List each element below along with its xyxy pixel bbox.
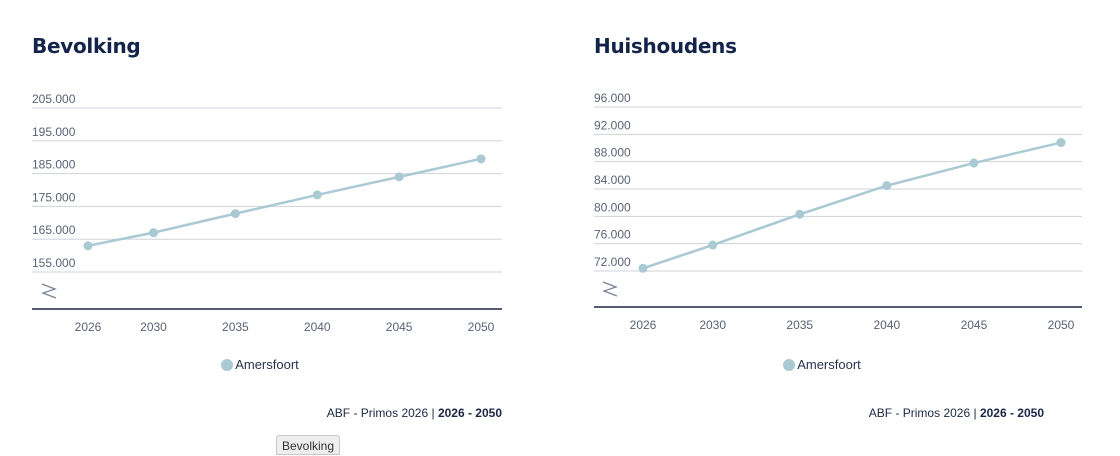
data-point xyxy=(230,209,240,219)
chart-bevolking: 155.000 165.000 175.000 185.000 195.000 205.0… xyxy=(32,92,502,334)
y-tick-label: 72.000 xyxy=(594,255,631,269)
data-point xyxy=(1056,138,1066,148)
data-point xyxy=(708,240,718,250)
data-point xyxy=(149,228,158,238)
x-tick-label: 2030 xyxy=(699,318,726,332)
chart-panel-bevolking: Bevolking 155.000 165.000 175.000 185.000 19… xyxy=(0,0,520,448)
legend-label: Amersfoort xyxy=(235,357,299,372)
source-range: 2026 - 2050 xyxy=(437,406,502,420)
data-point xyxy=(795,209,805,219)
series-line xyxy=(87,157,482,247)
source-note: ABF - Primos 2026 | 2026 - 2050 xyxy=(326,406,502,420)
y-tick-label: 185.000 xyxy=(32,158,76,172)
y-tick-label: 80.000 xyxy=(594,200,631,214)
y-tick-label: 88.000 xyxy=(594,146,631,160)
y-tick-label: 92.000 xyxy=(594,118,631,132)
axis-break-icon xyxy=(602,281,618,297)
x-tick-label: 2035 xyxy=(786,318,813,332)
x-tick-label: 2040 xyxy=(304,320,331,334)
legend-marker xyxy=(783,358,796,371)
y-tick-label: 175.000 xyxy=(32,190,76,204)
source-range: 2026 - 2050 xyxy=(979,406,1044,420)
data-point xyxy=(476,154,486,164)
series-line xyxy=(642,141,1062,270)
y-tick-label: 76.000 xyxy=(594,228,631,242)
y-tick-label: 96.000 xyxy=(594,91,631,105)
chart-huishoudens: 72.000 76.000 80.000 84.000 88.000 92.000 96.0… xyxy=(594,91,1082,332)
legend[interactable]: Amersfoort xyxy=(0,357,520,372)
x-tick-label: 2035 xyxy=(222,320,249,334)
y-tick-label: 155.000 xyxy=(32,256,76,270)
data-point xyxy=(638,263,648,273)
chart-title: Bevolking xyxy=(32,34,141,58)
y-tick-label: 205.000 xyxy=(32,92,76,106)
y-tick-label: 165.000 xyxy=(32,223,76,237)
source-label: ABF - Primos 2026 xyxy=(868,406,971,420)
data-point xyxy=(969,158,979,168)
legend[interactable]: Amersfoort xyxy=(562,357,1082,372)
x-tick-label: 2045 xyxy=(961,318,988,332)
axis-break-icon xyxy=(41,283,57,299)
x-tick-label: 2045 xyxy=(386,320,413,334)
data-point xyxy=(83,241,93,251)
x-tick-label: 2030 xyxy=(140,320,167,334)
chart-title: Huishoudens xyxy=(594,34,737,58)
y-tick-label: 195.000 xyxy=(32,125,76,139)
data-point xyxy=(394,172,404,182)
data-point xyxy=(312,190,322,200)
tooltip-tab: Bevolking xyxy=(276,435,340,455)
legend-marker xyxy=(221,358,234,371)
x-tick-label: 2026 xyxy=(630,318,657,332)
source-label: ABF - Primos 2026 xyxy=(326,406,429,420)
x-tick-label: 2050 xyxy=(1048,318,1075,332)
x-tick-label: 2050 xyxy=(468,320,495,334)
data-point xyxy=(882,181,892,191)
x-tick-label: 2040 xyxy=(873,318,900,332)
chart-panel-huishoudens: Huishoudens 72.000 76.000 80.000 84.000 88.0… xyxy=(562,0,1082,448)
y-tick-label: 84.000 xyxy=(594,173,631,187)
legend-label: Amersfoort xyxy=(797,357,861,372)
source-note: ABF - Primos 2026 | 2026 - 2050 xyxy=(868,406,1044,420)
x-tick-label: 2026 xyxy=(75,320,102,334)
